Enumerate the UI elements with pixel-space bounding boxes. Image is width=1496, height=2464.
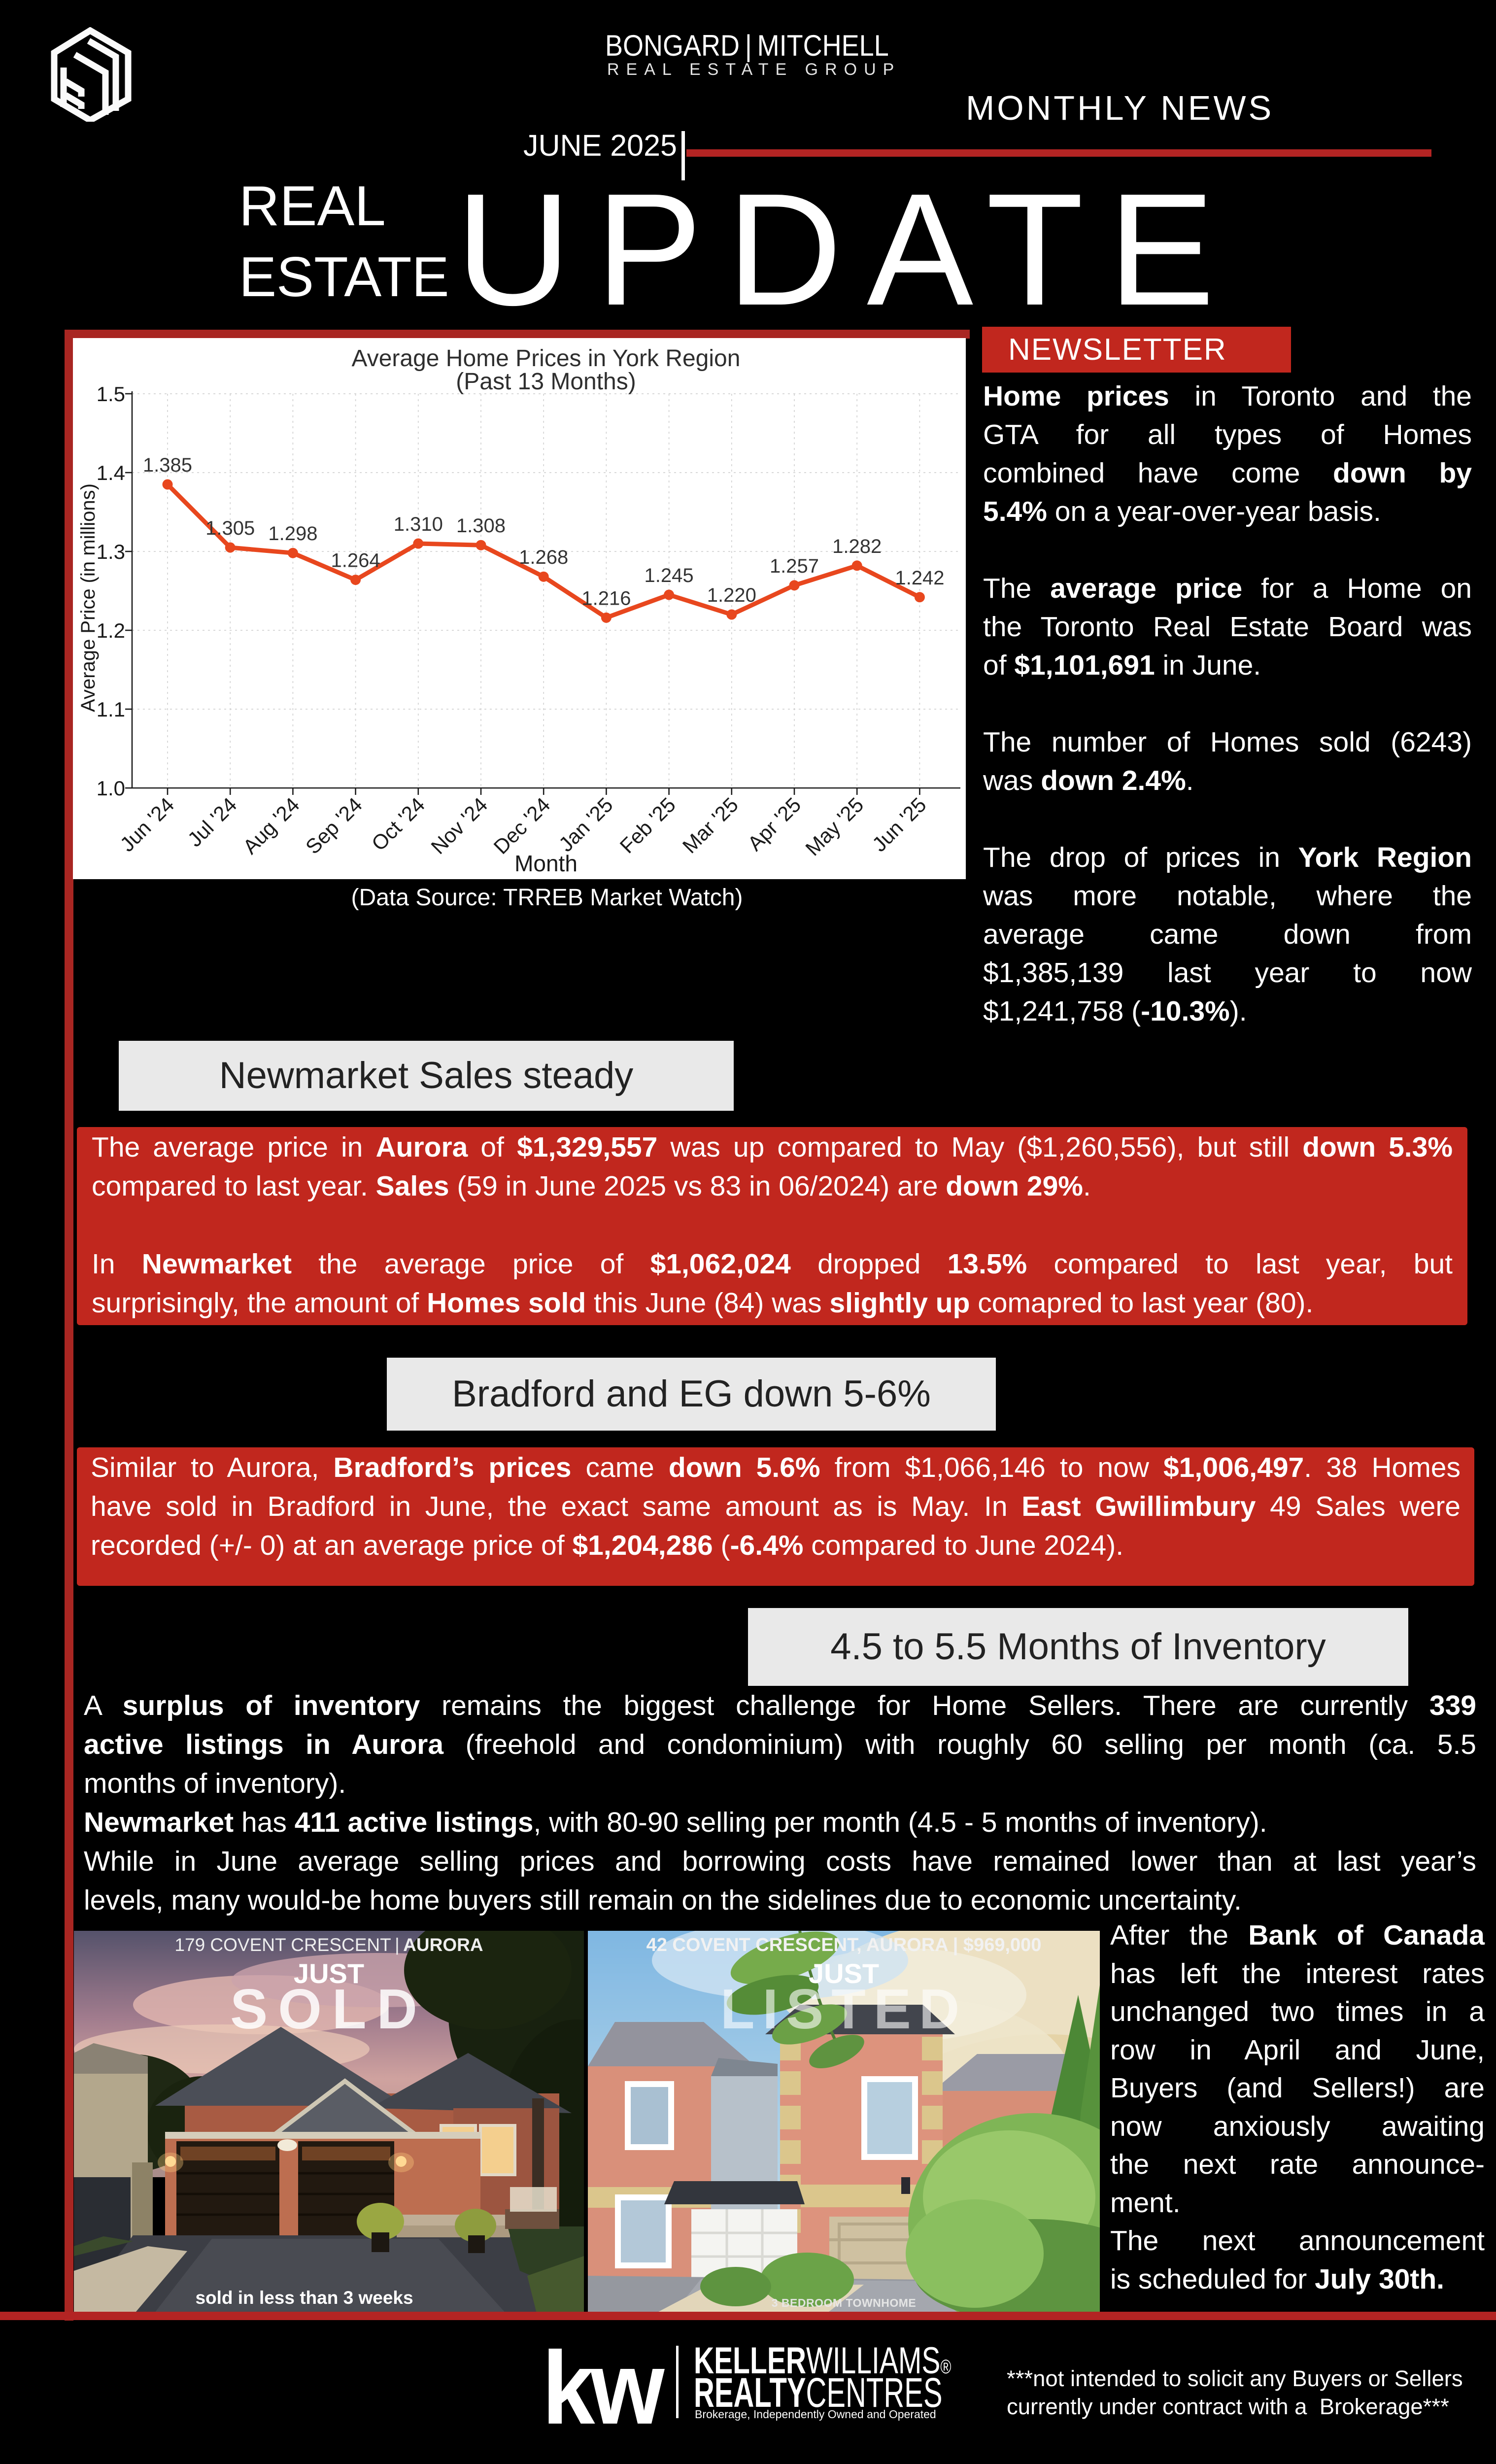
svg-text:1.2: 1.2	[97, 619, 125, 642]
svg-text:1.242: 1.242	[895, 567, 944, 589]
svg-text:Average Price (in millions): Average Price (in millions)	[77, 483, 99, 712]
svg-text:1.305: 1.305	[205, 517, 255, 539]
svg-text:1.216: 1.216	[581, 587, 631, 609]
svg-text:Average Home Prices in York Re: Average Home Prices in York Region	[352, 345, 741, 372]
svg-text:1.298: 1.298	[268, 523, 317, 545]
svg-text:1.245: 1.245	[645, 565, 694, 586]
svg-text:1.264: 1.264	[331, 550, 380, 572]
svg-text:Month: Month	[514, 851, 578, 876]
svg-text:1.4: 1.4	[97, 461, 125, 484]
svg-text:1.220: 1.220	[707, 584, 756, 606]
svg-text:1.385: 1.385	[143, 454, 192, 476]
svg-text:1.5: 1.5	[97, 382, 125, 406]
svg-text:1.282: 1.282	[832, 536, 882, 557]
svg-text:1.310: 1.310	[394, 513, 443, 535]
svg-text:1.257: 1.257	[770, 555, 819, 577]
svg-text:1.3: 1.3	[97, 540, 125, 563]
svg-text:1.308: 1.308	[456, 515, 506, 537]
svg-text:1.268: 1.268	[519, 547, 568, 568]
svg-text:1.1: 1.1	[97, 698, 125, 721]
svg-text:1.0: 1.0	[97, 777, 125, 800]
svg-text:(Past 13 Months): (Past 13 Months)	[456, 369, 636, 395]
